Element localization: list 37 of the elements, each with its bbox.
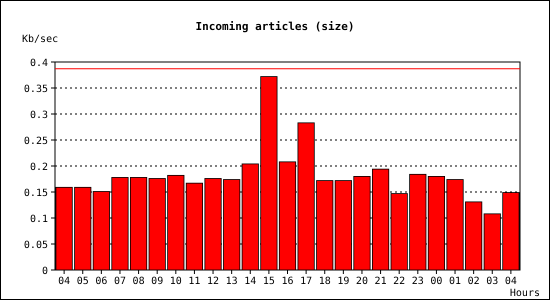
x-tick-label: 06 [95, 276, 108, 287]
y-axis-title: Kb/sec [22, 34, 58, 45]
x-tick-label: 09 [151, 276, 164, 287]
x-tick-label: 08 [132, 276, 145, 287]
x-tick-label: 22 [393, 276, 406, 287]
x-tick-label: 14 [244, 276, 256, 287]
y-tick-label: 0.2 [30, 162, 48, 173]
x-tick-label: 05 [76, 276, 89, 287]
x-tick-label: 20 [356, 276, 368, 287]
y-tick-label: 0.15 [24, 188, 48, 199]
x-axis-title: Hours [510, 288, 540, 299]
y-tick-label: 0.25 [24, 136, 48, 147]
x-tick-label: 07 [114, 276, 126, 287]
chart-title: Incoming articles (size) [196, 20, 354, 33]
x-tick-label: 19 [337, 276, 350, 287]
y-tick-label: 0.05 [24, 240, 48, 251]
y-tick-label: 0 [42, 266, 48, 277]
x-tick-label: 10 [170, 276, 182, 287]
x-tick-label: 11 [188, 276, 200, 287]
y-tick-label: 0.35 [24, 84, 48, 95]
x-tick-label: 00 [430, 276, 442, 287]
x-tick-label: 18 [318, 276, 331, 287]
y-tick-label: 0.4 [30, 58, 48, 69]
x-tick-label: 03 [486, 276, 498, 287]
x-tick-label: 15 [262, 276, 275, 287]
x-tick-label: 17 [300, 276, 312, 287]
x-tick-label: 21 [374, 276, 387, 287]
x-tick-label: 13 [226, 276, 238, 287]
x-tick-label: 02 [468, 276, 480, 287]
x-tick-label: 04 [504, 276, 517, 287]
x-tick-label: 23 [412, 276, 424, 287]
y-tick-label: 0.3 [30, 110, 48, 121]
x-tick-label: 01 [449, 276, 462, 287]
x-tick-label: 16 [281, 276, 294, 287]
x-tick-label: 12 [207, 276, 220, 287]
x-tick-label: 04 [58, 276, 70, 287]
y-tick-label: 0.1 [30, 214, 48, 225]
